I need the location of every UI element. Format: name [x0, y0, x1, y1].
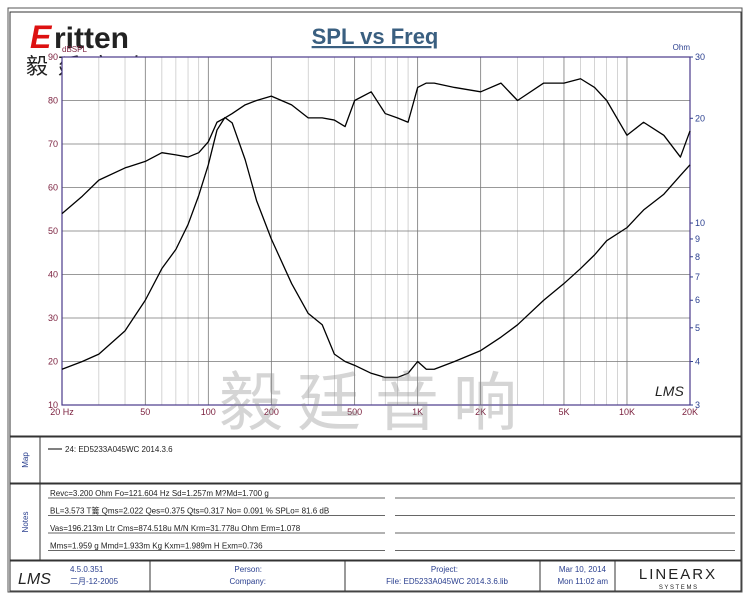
note-line: BL=3.573 T籥 Qms=2.022 Qes=0.375 Qts=0.31… [50, 506, 329, 516]
x-tick-label: 500 [347, 407, 362, 417]
y-tick-label: 70 [48, 139, 58, 149]
note-line: Mms=1.959 g Mmd=1.933m Kg Kxm=1.989m H E… [50, 542, 263, 551]
series-line [61, 116, 691, 379]
brand-initial: E [30, 19, 53, 55]
y2-tick-label: 4 [695, 357, 700, 367]
y2-tick-label: 30 [695, 52, 705, 62]
notes-label: Notes [21, 512, 30, 533]
y-axis-label: dBSPL [62, 45, 87, 54]
footer-frame [9, 560, 742, 592]
notes: Revc=3.200 Ohm Fo=121.604 Hz Sd=1.257m M… [48, 489, 735, 551]
y2-tick-label: 8 [695, 252, 700, 262]
x-tick-label: 5K [558, 407, 569, 417]
x-tick-label: 100 [201, 407, 216, 417]
y2-tick-label: 6 [695, 295, 700, 305]
build-date: 二月-12-2005 [70, 577, 119, 586]
legend-entry: 24: ED5233A045WC 2014.3.6 [65, 445, 173, 454]
y-tick-label: 90 [48, 52, 58, 62]
note-line: Revc=3.200 Ohm Fo=121.604 Hz Sd=1.257m M… [50, 489, 269, 498]
x-tick-label: 200 [264, 407, 279, 417]
date: Mar 10, 2014 [559, 565, 607, 574]
y-tick-label: 30 [48, 313, 58, 323]
x-tick-label: 2K [475, 407, 486, 417]
x-tick-label: 10K [619, 407, 635, 417]
x-tick-label: 20 Hz [50, 407, 74, 417]
plot-border [61, 56, 691, 406]
series-line [61, 78, 691, 215]
vendor: LINEARX [639, 566, 717, 583]
person: Person: [234, 565, 262, 574]
file: File: ED5233A045WC 2014.3.6.lib [386, 577, 508, 586]
y-tick-label: 40 [48, 270, 58, 280]
y2-axis-label: Ohm [673, 43, 691, 52]
vendor-sub: S Y S T E M S [659, 585, 697, 591]
notes-frame [9, 483, 742, 561]
map-frame [9, 436, 742, 484]
footer-logo: LMS [18, 571, 51, 588]
note-line: Vas=196.213m Ltr Cms=874.518u M/N Krm=31… [50, 524, 301, 533]
watermark: 毅廷音响 [219, 367, 531, 439]
version: 4.5.0.351 [70, 565, 104, 574]
y2-tick-label: 20 [695, 113, 705, 123]
y2-tick-label: 9 [695, 234, 700, 244]
project: Project: [431, 565, 458, 574]
map-label: Map [21, 452, 30, 468]
y2-tick-label: 3 [695, 400, 700, 410]
y-tick-label: 50 [48, 226, 58, 236]
y-tick-label: 80 [48, 96, 58, 106]
x-tick-label: 20K [682, 407, 698, 417]
brand-name: ritten [54, 22, 129, 55]
x-tick-label: 1K [412, 407, 423, 417]
chart-title: SPL vs Freq [312, 24, 439, 49]
y2-tick-label: 5 [695, 323, 700, 333]
y-tick-label: 10 [48, 400, 58, 410]
plot-area: 20 Hz 50 100 200 500 1K 2K 5K 10K 20K 10 20 30 40 50 60… [48, 52, 705, 417]
time: Mon 11:02 am [557, 577, 608, 586]
y-tick-label: 60 [48, 183, 58, 193]
chart-frame [9, 11, 742, 437]
x-tick-label: 50 [140, 407, 150, 417]
y2-tick-label: 10 [695, 218, 705, 228]
y2-tick-label: 7 [695, 272, 700, 282]
y-tick-label: 20 [48, 357, 58, 367]
plot-logo: LMS [655, 383, 684, 399]
outer-frame [7, 7, 743, 593]
company: Company: [230, 577, 266, 586]
